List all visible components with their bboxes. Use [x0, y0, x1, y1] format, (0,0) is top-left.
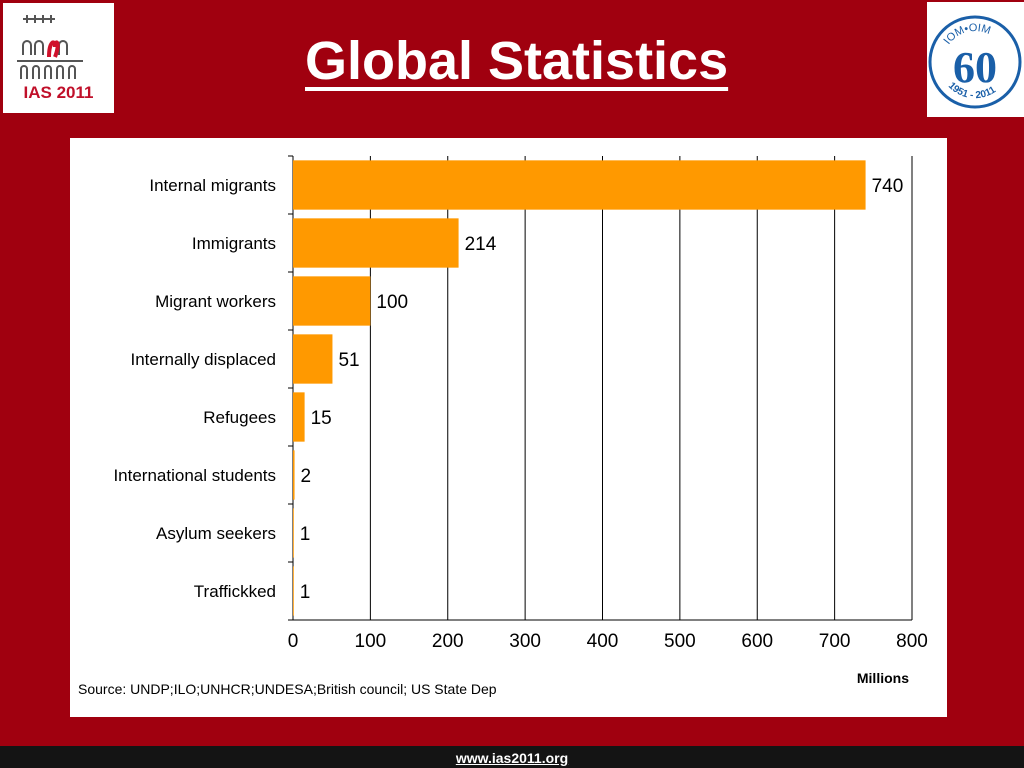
category-label: Internally displaced — [130, 350, 276, 369]
data-label: 740 — [872, 176, 904, 197]
footer-url-link[interactable]: www.ias2011.org — [455, 750, 569, 766]
category-label: Traffickked — [194, 582, 276, 601]
x-tick-label: 800 — [896, 631, 928, 652]
x-tick-label: 600 — [741, 631, 773, 652]
x-tick-label: 500 — [664, 631, 696, 652]
category-label: Immigrants — [192, 234, 276, 253]
x-tick-label: 700 — [819, 631, 851, 652]
bar — [293, 276, 371, 326]
category-label: Internal migrants — [149, 176, 276, 195]
data-label: 2 — [301, 466, 312, 487]
category-label: International students — [113, 466, 276, 485]
x-tick-label: 0 — [288, 631, 299, 652]
bar — [293, 566, 294, 616]
x-axis-title: Millions — [857, 670, 909, 686]
x-tick-label: 200 — [432, 631, 464, 652]
data-label: 51 — [338, 350, 359, 371]
data-label: 1 — [300, 582, 311, 603]
iom-anniversary-icon: IOM•OIM 60 1951 - 2011 — [928, 15, 1022, 109]
bar — [293, 508, 294, 558]
ias-2011-logo: IAS 2011 — [3, 3, 114, 113]
bar — [293, 450, 295, 500]
category-label: Refugees — [203, 408, 276, 427]
bar-chart: Internal migrants 740 Immigrants 214 Migrant… — [113, 155, 928, 686]
page-title: Global Statistics — [305, 31, 729, 91]
logo-left-text: IAS 2011 — [23, 83, 94, 102]
x-tick-label: 100 — [355, 631, 387, 652]
x-tick-label: 300 — [509, 631, 541, 652]
category-label: Migrant workers — [155, 292, 276, 311]
bar — [293, 334, 333, 384]
bar — [293, 160, 866, 210]
footer-bar: www.ias2011.org — [0, 746, 1024, 768]
iom-60-logo: IOM•OIM 60 1951 - 2011 — [927, 2, 1024, 117]
colosseum-icon — [17, 15, 83, 79]
data-label: 100 — [376, 292, 408, 313]
data-label: 214 — [465, 234, 497, 255]
logo-right-number: 60 — [953, 43, 997, 92]
bar — [293, 218, 459, 268]
data-label: 1 — [300, 524, 311, 545]
data-label: 15 — [311, 408, 332, 429]
source-note: Source: UNDP;ILO;UNHCR;UNDESA;British co… — [78, 681, 497, 697]
category-label: Asylum seekers — [156, 524, 276, 543]
chart-panel: Internal migrants 740 Immigrants 214 Migrant… — [70, 138, 947, 717]
bar — [293, 392, 305, 442]
x-tick-label: 400 — [587, 631, 619, 652]
